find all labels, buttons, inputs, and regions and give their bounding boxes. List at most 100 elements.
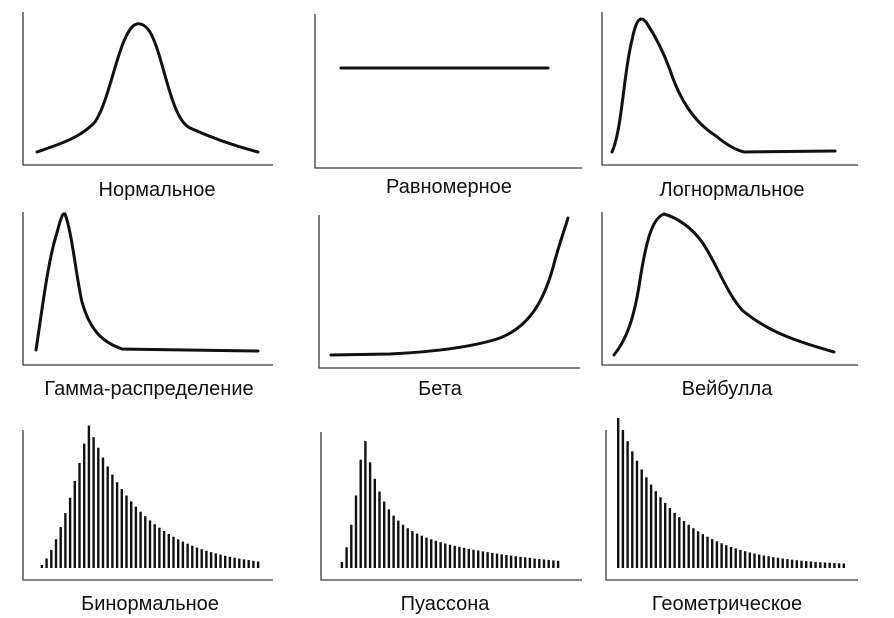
poisson-bar [556, 560, 560, 568]
geometric-bar [819, 562, 822, 568]
poisson-bar [538, 559, 541, 568]
poisson-bar [373, 478, 376, 568]
binomial-bar [252, 560, 255, 568]
label-binomial: Бинормальное [81, 593, 219, 615]
geometric-bar [617, 418, 620, 568]
binomial-bar [219, 554, 222, 568]
label-lognormal: Логнормальное [659, 179, 805, 201]
binomial-bar [101, 457, 105, 568]
axis-geometric [605, 430, 858, 581]
axis-poisson [320, 432, 582, 581]
bars-binomial [40, 425, 260, 568]
geometric-bar [626, 441, 629, 568]
binomial-bar [40, 564, 44, 568]
label-geometric: Геометрическое [651, 593, 803, 615]
poisson-bar [378, 491, 381, 568]
poisson-bar [467, 548, 470, 568]
poisson-bar [458, 546, 461, 568]
poisson-bar [528, 557, 532, 568]
poisson-bar [397, 520, 400, 568]
panel-weibull [601, 212, 858, 366]
geometric-bar [809, 561, 813, 568]
binomial-bar [111, 474, 114, 568]
poisson-bar [392, 515, 395, 568]
label-weibull: Вейбулла [681, 378, 773, 400]
geometric-bar [678, 517, 681, 568]
poisson-bar [383, 501, 386, 568]
panel-geometric [605, 418, 858, 581]
binomial-bar [73, 481, 76, 568]
curve-beta [329, 216, 570, 357]
geometric-bar [635, 460, 639, 568]
poisson-bar [481, 551, 485, 568]
geometric-bar [762, 555, 766, 568]
axis-beta [318, 215, 580, 369]
binomial-bar [228, 556, 232, 568]
geometric-bar [772, 557, 775, 568]
geometric-bar [776, 557, 780, 568]
binomial-bar [64, 513, 67, 568]
geometric-bar [706, 536, 709, 568]
binomial-bar [83, 443, 86, 568]
poisson-bar [462, 547, 466, 568]
binomial-bar [115, 482, 119, 568]
geometric-bar [753, 553, 756, 568]
axis-gamma [22, 212, 273, 366]
panel-poisson [320, 432, 582, 581]
poisson-bar [453, 545, 456, 568]
poisson-bar [340, 562, 344, 568]
geometric-bar [631, 451, 634, 568]
geometric-bar [701, 534, 704, 568]
binomial-bar [144, 516, 147, 568]
poisson-bar [552, 560, 555, 568]
binomial-bar [45, 558, 48, 568]
poisson-bar [444, 543, 447, 568]
panel-uniform [314, 14, 582, 169]
binomial-bar [181, 541, 185, 568]
poisson-bar [364, 441, 367, 568]
poisson-bar [509, 555, 513, 568]
label-normal: Нормальное [98, 179, 216, 201]
poisson-bar [524, 557, 527, 568]
binomial-bar [153, 524, 156, 568]
binomial-bar [242, 559, 246, 568]
binomial-bar [191, 545, 194, 568]
panel-beta [318, 215, 580, 369]
bars-poisson [340, 441, 560, 568]
poisson-bar [354, 495, 358, 568]
binomial-bar [50, 549, 53, 568]
binomial-bar [238, 558, 241, 568]
poisson-bar [420, 535, 423, 568]
poisson-bar [368, 462, 372, 568]
geometric-bar [692, 528, 695, 568]
axis-lognormal [601, 12, 858, 166]
binomial-bar [54, 539, 58, 568]
geometric-bar [645, 477, 648, 568]
binomial-bar [224, 555, 227, 568]
geometric-bar [739, 549, 742, 568]
geometric-bar [720, 543, 723, 568]
poisson-bar [359, 459, 362, 568]
binomial-bar [148, 520, 152, 568]
label-beta: Бета [418, 378, 462, 400]
poisson-bar [486, 552, 489, 568]
geometric-bar [790, 559, 794, 568]
geometric-bar [664, 502, 667, 568]
poisson-bar [350, 524, 353, 568]
geometric-bar [767, 556, 770, 568]
geometric-bar [654, 491, 657, 568]
bars-geometric [617, 418, 845, 568]
geometric-bar [640, 469, 643, 568]
poisson-bar [519, 556, 522, 568]
poisson-bar [406, 528, 409, 568]
poisson-bar [430, 539, 433, 568]
geometric-bar [696, 531, 700, 568]
geometric-bar [673, 512, 676, 568]
geometric-bar [795, 560, 798, 568]
geometric-bar [800, 560, 803, 568]
poisson-bar [434, 540, 438, 568]
poisson-bar [495, 553, 499, 568]
poisson-bar [491, 552, 494, 568]
binomial-bar [162, 531, 166, 568]
axis-weibull [601, 212, 858, 366]
